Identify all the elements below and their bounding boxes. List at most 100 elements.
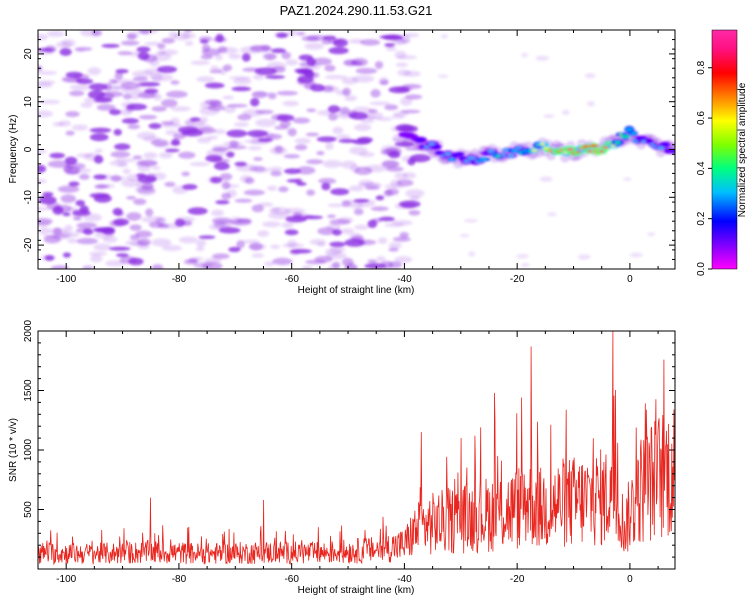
signal-core <box>630 132 637 135</box>
noise-blob <box>108 246 131 251</box>
noise-blob <box>354 166 373 175</box>
noise-blob <box>287 239 297 248</box>
signal-core <box>479 158 488 161</box>
noise-blob <box>116 253 129 258</box>
noise-blob <box>227 189 237 198</box>
noise-blob <box>294 144 308 151</box>
noise-blob <box>329 246 346 253</box>
noise-blob <box>161 99 178 108</box>
noise-blob <box>293 212 302 217</box>
colorbar-tick-label: 0.6 <box>696 111 707 125</box>
noise-blob <box>71 124 88 131</box>
noise-blob <box>212 253 230 260</box>
snr-x-tick-label: -60 <box>284 574 299 585</box>
noise-blob <box>211 145 232 151</box>
noise-blob <box>270 244 281 249</box>
noise-blob <box>342 257 354 267</box>
noise-blob <box>51 234 69 240</box>
noise-blob <box>213 162 230 171</box>
noise-blob <box>50 265 69 269</box>
noise-blob <box>82 266 93 269</box>
noise-blob <box>287 128 297 137</box>
noise-blob <box>154 142 170 148</box>
signal-core <box>670 150 675 153</box>
noise-blob <box>38 206 49 211</box>
noise-blob <box>271 66 286 73</box>
noise-blob <box>58 120 71 127</box>
noise-blob <box>129 224 142 231</box>
noise-blob <box>249 45 272 53</box>
noise-blob <box>332 229 342 236</box>
noise-blob <box>282 100 299 107</box>
noise-blob <box>229 140 239 148</box>
noise-blob <box>65 206 77 212</box>
noise-blob <box>399 231 409 239</box>
noise-blob <box>89 127 112 133</box>
signal-core <box>516 146 522 149</box>
noise-blob <box>209 69 222 74</box>
noise-blob <box>338 138 357 144</box>
signal-core <box>599 150 605 153</box>
noise-blob <box>132 155 143 160</box>
noise-blob <box>198 235 216 240</box>
noise-blob <box>400 35 411 44</box>
noise-blob <box>251 204 264 213</box>
noise-blob <box>121 101 136 108</box>
noise-blob <box>164 181 176 187</box>
noise-blob <box>262 221 281 228</box>
noise-blob <box>258 202 274 207</box>
noise-blob <box>136 173 147 178</box>
noise-blob <box>253 166 266 173</box>
noise-blob <box>222 95 235 100</box>
noise-blob <box>76 237 99 245</box>
noise-blob <box>87 90 105 99</box>
noise-blob <box>136 46 151 53</box>
noise-blob <box>218 47 239 54</box>
noise-blob <box>236 240 245 249</box>
noise-blob <box>264 261 275 267</box>
noise-blob <box>310 62 321 70</box>
signal-core <box>661 143 669 146</box>
noise-blob <box>352 138 371 145</box>
noise-blob <box>89 83 108 91</box>
signal-core <box>487 150 495 153</box>
noise-blob <box>394 256 413 263</box>
spectrogram-y-axis: -20 -10 0 10 20 <box>23 29 675 270</box>
noise-blob <box>153 93 162 101</box>
noise-blob <box>137 238 151 246</box>
spectrogram-y-label: Frequency (Hz) <box>8 115 19 184</box>
noise-blob <box>405 189 425 198</box>
noise-blob <box>221 181 231 190</box>
noise-blob <box>102 236 118 243</box>
noise-blob <box>111 85 132 90</box>
noise-blob <box>272 257 293 266</box>
noise-blob <box>87 67 102 76</box>
noise-blob <box>304 215 323 220</box>
noise-blob <box>234 198 253 203</box>
noise-blob <box>138 82 161 87</box>
noise-blob <box>210 65 220 71</box>
noise-blob <box>243 189 265 196</box>
noise-blob <box>145 173 157 182</box>
spectrogram-x-tick-label: -80 <box>172 274 187 285</box>
noise-blob <box>274 145 284 153</box>
signal-core <box>415 138 425 142</box>
noise-blob <box>356 199 376 208</box>
noise-blob <box>129 234 140 241</box>
noise-blob <box>113 128 122 136</box>
noise-blob <box>370 206 389 212</box>
noise-blob <box>267 92 277 100</box>
noise-blob <box>181 171 190 177</box>
snr-plot-area <box>38 331 675 569</box>
noise-blob <box>38 179 47 184</box>
noise-blob <box>352 75 375 83</box>
signal-core <box>614 141 621 144</box>
noise-blob <box>65 71 83 78</box>
noise-blob <box>200 54 213 60</box>
noise-blob <box>121 118 139 124</box>
noise-blob <box>388 247 399 252</box>
noise-blob <box>161 37 176 44</box>
noise-blob <box>173 133 186 140</box>
signal-core <box>510 149 519 152</box>
noise-blob <box>38 82 53 88</box>
